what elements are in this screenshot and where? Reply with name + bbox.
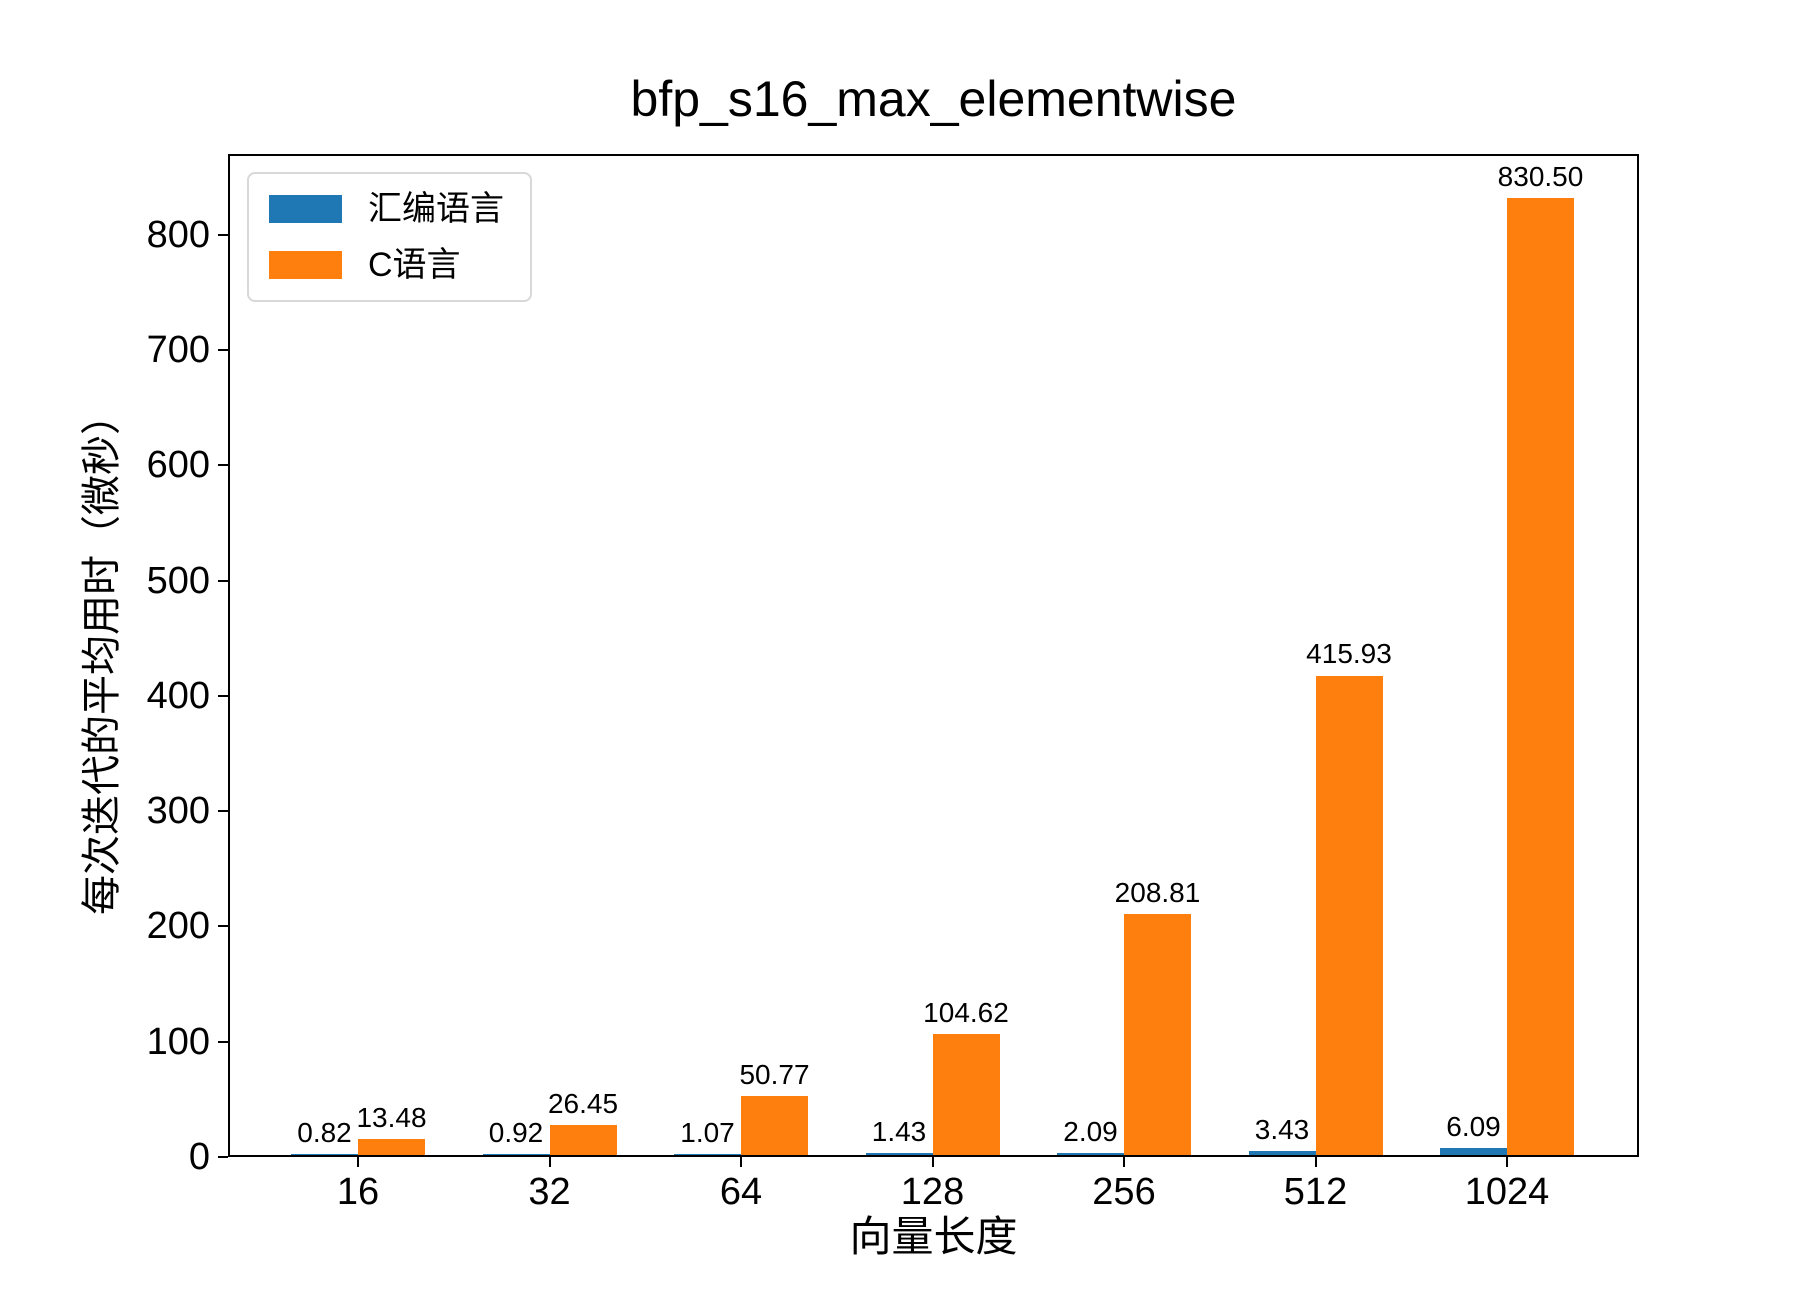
bar <box>1507 197 1574 1155</box>
legend-swatch <box>269 251 342 279</box>
y-tick-mark <box>218 1156 228 1158</box>
legend: 汇编语言 C语言 <box>247 172 532 302</box>
bar <box>549 1124 617 1155</box>
y-tick-label: 500 <box>146 559 210 602</box>
x-axis-label: 向量长度 <box>849 1213 1018 1260</box>
x-tick-label: 64 <box>719 1171 763 1213</box>
x-tick-mark <box>1314 1157 1317 1167</box>
y-tick-label: 600 <box>146 444 210 487</box>
x-tick-mark <box>1123 1157 1125 1167</box>
bar-value-label: 2.09 <box>1063 1115 1118 1147</box>
bar <box>674 1153 741 1155</box>
x-tick-label: 128 <box>900 1171 965 1213</box>
legend-series-label: C语言 <box>368 246 461 284</box>
y-tick-label: 700 <box>146 328 210 371</box>
bar <box>932 1034 1000 1155</box>
bar <box>1057 1152 1124 1155</box>
legend-item: C语言 <box>269 248 504 282</box>
x-tick-mark <box>548 1157 551 1167</box>
x-tick-mark <box>740 1157 742 1167</box>
bar-value-label: 104.62 <box>923 997 1009 1029</box>
y-tick-mark <box>218 464 228 467</box>
x-tick-label: 16 <box>336 1171 380 1213</box>
plot-area <box>228 154 1639 1157</box>
y-tick-mark <box>218 579 228 582</box>
bar-value-label: 415.93 <box>1306 638 1392 670</box>
bar <box>865 1153 933 1155</box>
bar <box>1315 675 1383 1155</box>
y-tick-label: 100 <box>146 1020 210 1063</box>
y-tick-label: 400 <box>146 674 210 717</box>
bar-value-label: 50.77 <box>739 1059 810 1091</box>
bar-value-label: 26.45 <box>547 1087 619 1119</box>
legend-series-label: 汇编语言 <box>368 190 504 228</box>
bar-value-label: 3.43 <box>1254 1114 1310 1146</box>
x-tick-mark <box>1506 1157 1508 1167</box>
bar-value-label: 0.92 <box>488 1116 544 1148</box>
chart-title: bfp_s16_max_elementwise <box>630 71 1237 127</box>
bar <box>291 1153 358 1155</box>
y-tick-label: 200 <box>146 905 210 948</box>
y-tick-mark <box>218 694 228 697</box>
bar <box>358 1139 425 1155</box>
y-tick-label: 800 <box>146 213 210 256</box>
bar <box>741 1096 808 1155</box>
bar <box>1440 1147 1507 1155</box>
legend-item: 汇编语言 <box>269 192 504 226</box>
bar-value-label: 1.07 <box>680 1116 735 1148</box>
legend-swatch <box>269 195 342 223</box>
x-tick-mark <box>931 1157 934 1167</box>
bar <box>482 1153 550 1155</box>
y-tick-label: 300 <box>146 790 210 833</box>
x-tick-mark <box>357 1157 359 1167</box>
bar-value-label: 13.48 <box>356 1102 427 1134</box>
x-tick-label: 32 <box>528 1171 571 1213</box>
bar-value-label: 208.81 <box>1114 877 1201 909</box>
y-tick-label: 0 <box>188 1136 210 1178</box>
bar <box>1248 1151 1316 1155</box>
y-tick-mark <box>218 810 228 813</box>
x-tick-label: 512 <box>1283 1171 1348 1213</box>
y-tick-mark <box>218 233 228 236</box>
bar <box>1124 914 1191 1155</box>
y-tick-mark <box>218 348 228 351</box>
bar-value-label: 0.82 <box>297 1117 352 1149</box>
bar-value-label: 1.43 <box>871 1116 927 1148</box>
bar-value-label: 6.09 <box>1446 1110 1501 1142</box>
bar-value-label: 830.50 <box>1497 160 1584 192</box>
y-tick-mark <box>218 925 228 928</box>
x-tick-label: 256 <box>1092 1171 1156 1213</box>
y-tick-mark <box>218 1040 228 1043</box>
x-tick-label: 1024 <box>1464 1171 1550 1213</box>
